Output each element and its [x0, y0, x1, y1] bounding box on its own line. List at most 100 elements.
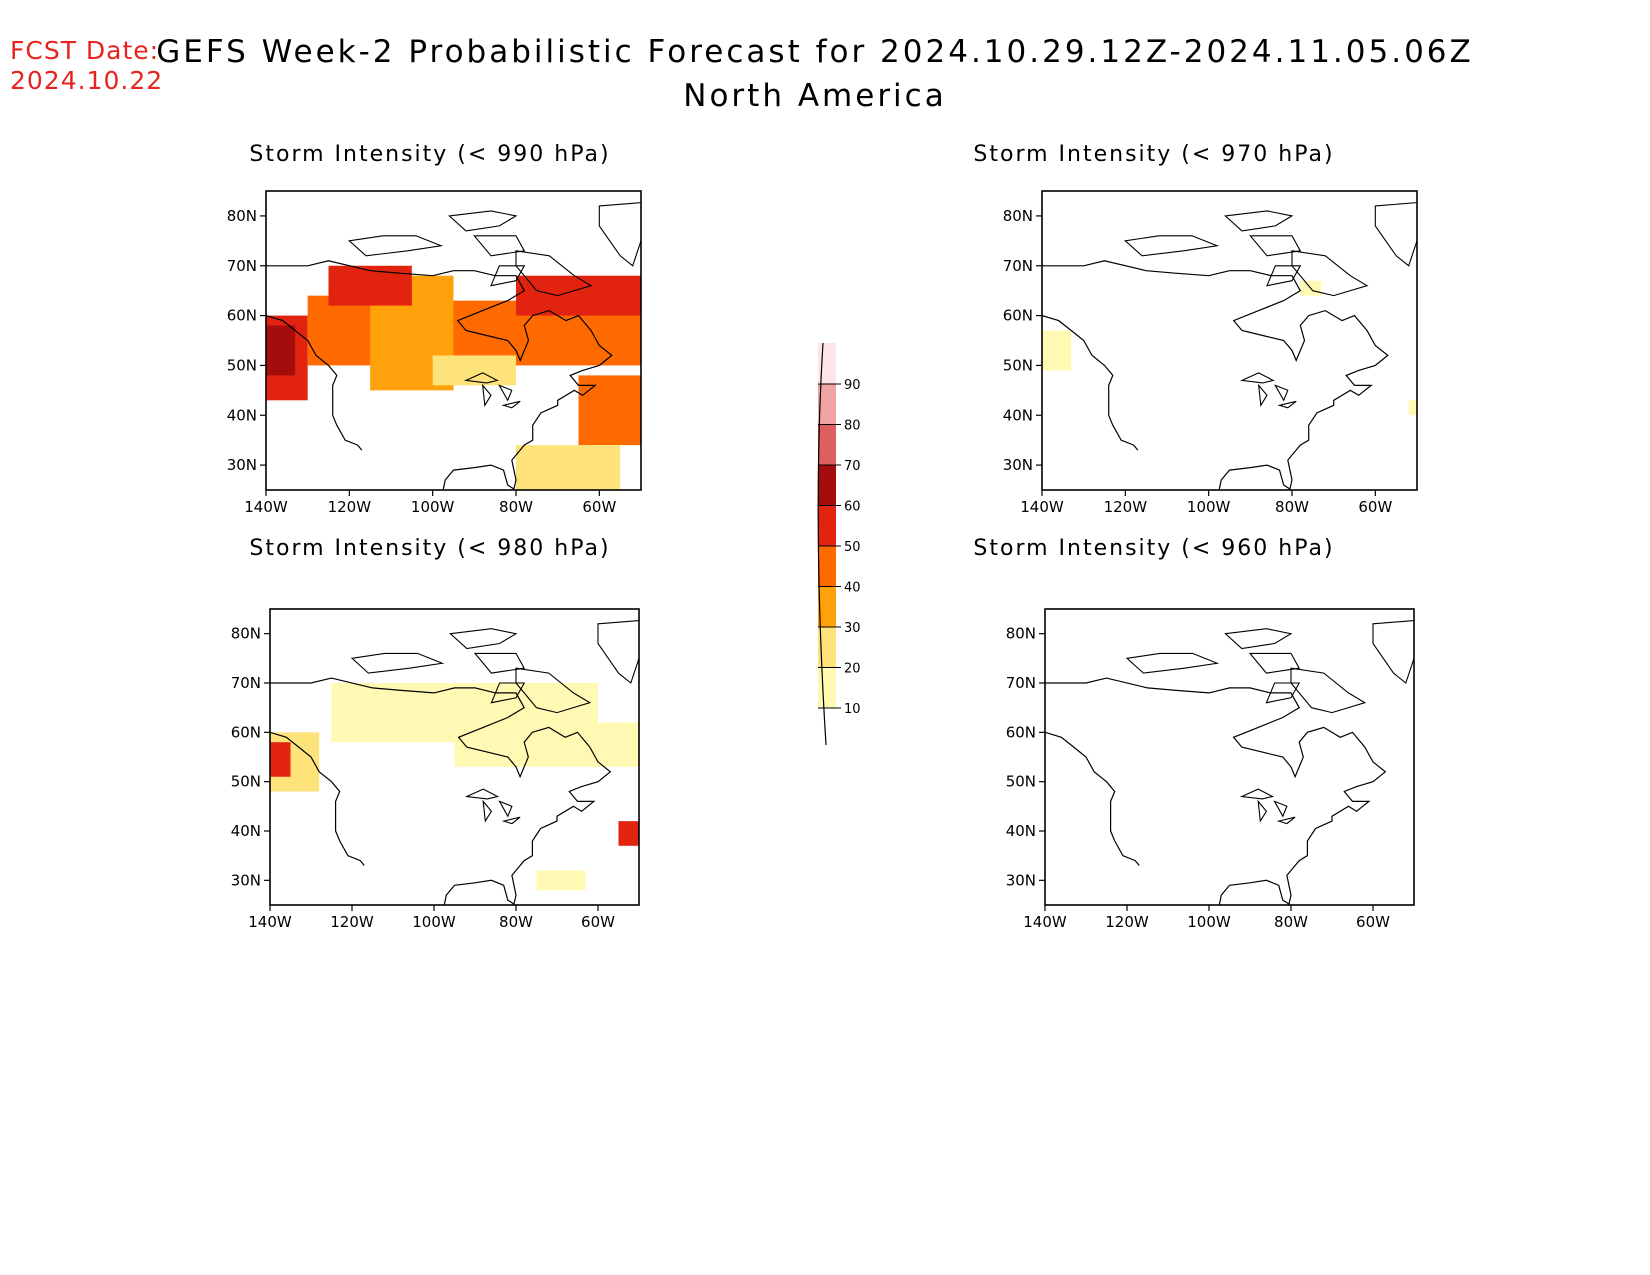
lat-label: 60N	[1006, 723, 1036, 741]
island-outline	[1125, 652, 1220, 674]
lake-outline	[1257, 383, 1268, 407]
island-outline	[473, 235, 526, 257]
island-outline	[1265, 682, 1301, 704]
coastline-east	[1042, 260, 1389, 490]
lon-label: 140W	[1023, 913, 1067, 931]
island-outline	[1291, 250, 1369, 297]
prob-area-50	[516, 275, 641, 316]
coastline-west	[1045, 731, 1140, 866]
lake-outline	[482, 799, 493, 823]
lake-outline	[1274, 384, 1289, 402]
lon-label: 120W	[1104, 498, 1148, 516]
lake-outline	[1277, 400, 1297, 409]
coastline-east	[266, 260, 613, 490]
prob-area-10	[1042, 330, 1072, 371]
colorbar-label: 60	[844, 500, 861, 515]
coastline-west	[1042, 315, 1139, 451]
lat-label: 80N	[1003, 207, 1033, 225]
colorbar-label: 10	[844, 702, 861, 717]
coastline-east	[270, 677, 612, 905]
lon-label: 80W	[1275, 498, 1309, 516]
lon-label: 60W	[1358, 498, 1392, 516]
lake-outline	[498, 384, 513, 402]
island-outline	[449, 628, 518, 650]
colorbar-label: 30	[844, 621, 861, 636]
colorbar-swatch	[818, 424, 836, 465]
coastline-east	[1045, 677, 1387, 905]
lat-label: 70N	[231, 674, 261, 692]
prob-area-10	[1408, 400, 1417, 416]
colorbar-swatch	[818, 383, 836, 424]
island-outline	[350, 652, 445, 674]
lake-outline	[1273, 800, 1288, 818]
main-title: GEFS Week-2 Probabilistic Forecast for 2…	[0, 30, 1650, 118]
prob-area-50	[270, 742, 291, 777]
lon-label: 60W	[1356, 913, 1390, 931]
map-p980: 30N 40N 50N 60N 70N 80N 140W 120W 100W 80W 60W	[231, 608, 640, 931]
lat-label: 40N	[227, 406, 257, 424]
lat-label: 30N	[231, 871, 261, 889]
map-frame	[1044, 608, 1415, 906]
lon-label: 60W	[581, 913, 615, 931]
colorbar-outline	[817, 342, 827, 746]
island-outline	[1224, 628, 1293, 650]
map-frame	[269, 608, 640, 906]
lat-label: 50N	[1003, 356, 1033, 374]
island-outline	[1248, 652, 1301, 674]
colorbar-label: 90	[844, 378, 861, 393]
lat-label: 50N	[231, 773, 261, 791]
map-frame	[1041, 190, 1418, 491]
lon-label: 140W	[1020, 498, 1064, 516]
coastline-west	[266, 315, 363, 451]
prob-area-10	[454, 722, 639, 767]
map-p960: 30N 40N 50N 60N 70N 80N 140W 120W 100W 80W 60W	[1006, 608, 1415, 931]
island-outline	[1372, 619, 1414, 684]
lat-label: 60N	[231, 723, 261, 741]
island-outline	[1224, 210, 1294, 232]
island-outline	[448, 210, 518, 232]
lat-label: 30N	[1006, 871, 1036, 889]
lon-label: 100W	[1187, 498, 1231, 516]
colorbar-label: 50	[844, 540, 861, 555]
island-outline	[1249, 235, 1302, 257]
lon-label: 80W	[499, 498, 533, 516]
panel-title-970: Storm Intensity (< 970 hPa)	[973, 142, 1335, 167]
island-outline	[348, 235, 444, 257]
lat-label: 40N	[231, 822, 261, 840]
prob-area-20	[516, 445, 621, 490]
lat-label: 30N	[227, 456, 257, 474]
island-outline	[490, 265, 526, 287]
lat-label: 40N	[1003, 406, 1033, 424]
lat-label: 80N	[227, 207, 257, 225]
island-outline	[1374, 202, 1417, 267]
map-frame	[265, 190, 642, 491]
lon-label: 140W	[244, 498, 288, 516]
forecast-date-label: FCST Date: 2024.10.22	[10, 36, 163, 96]
title-line-2: North America	[683, 78, 947, 114]
lon-label: 100W	[412, 913, 456, 931]
island-outline	[598, 202, 641, 267]
lat-label: 80N	[1006, 625, 1036, 643]
lake-outline	[1239, 372, 1275, 384]
island-outline	[473, 652, 526, 674]
lon-label: 120W	[328, 498, 372, 516]
lake-outline	[1239, 788, 1275, 800]
lon-label: 140W	[248, 913, 292, 931]
lat-label: 50N	[1006, 773, 1036, 791]
lake-outline	[1257, 799, 1268, 823]
island-outline	[1290, 667, 1367, 714]
lon-label: 120W	[1105, 913, 1149, 931]
lat-label: 30N	[1003, 456, 1033, 474]
lat-label: 40N	[1006, 822, 1036, 840]
island-outline	[515, 667, 592, 714]
prob-area-40	[578, 375, 641, 446]
colorbar-swatch	[818, 505, 836, 546]
colorbar-swatch	[818, 667, 836, 708]
prob-area-10	[536, 870, 586, 891]
lat-label: 50N	[227, 356, 257, 374]
colorbar-label: 20	[844, 662, 861, 677]
lake-outline	[463, 372, 499, 384]
lon-label: 120W	[330, 913, 374, 931]
